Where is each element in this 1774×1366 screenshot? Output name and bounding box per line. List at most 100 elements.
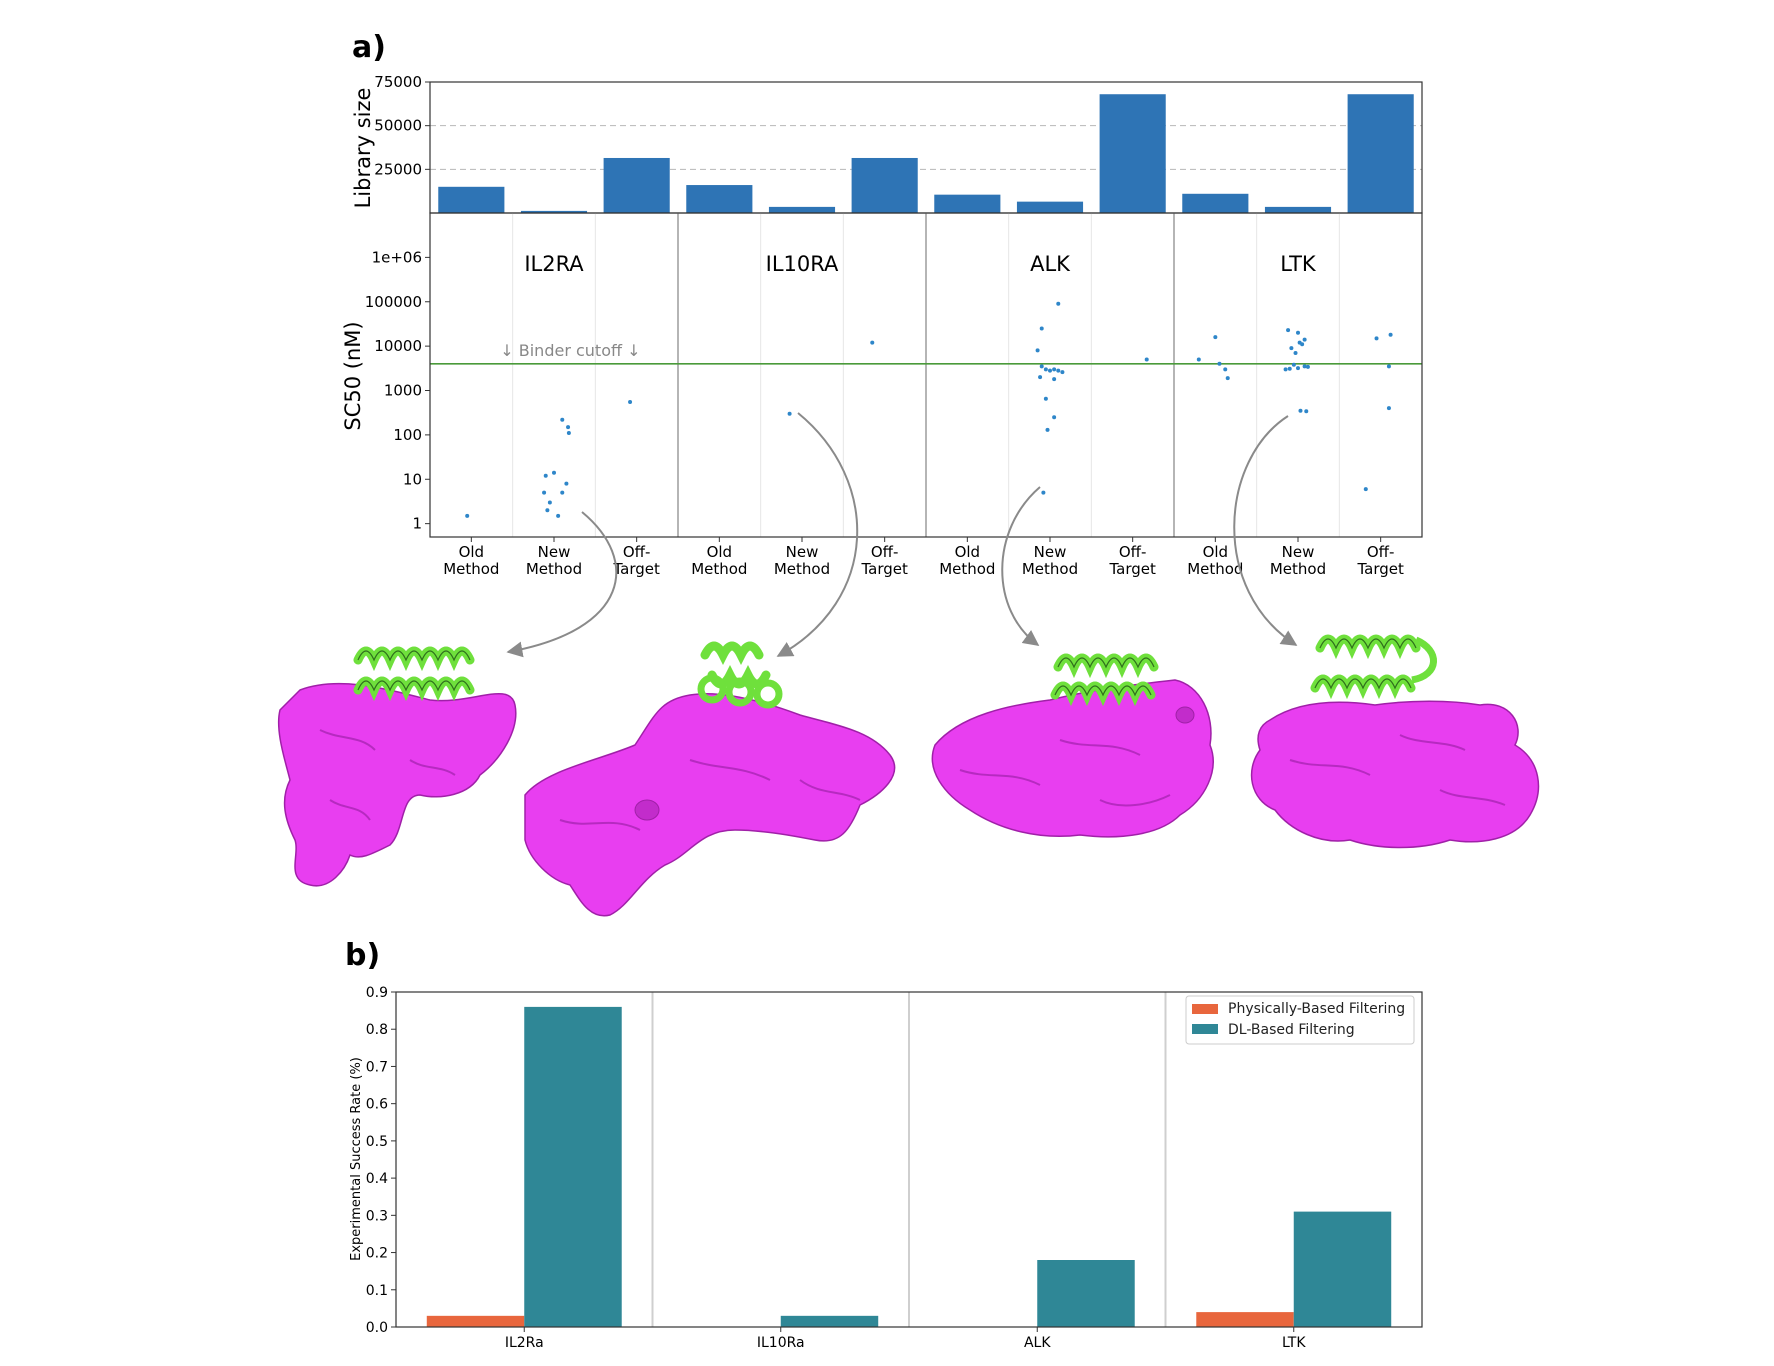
- target-label: IL10RA: [766, 252, 839, 276]
- sc50-ytick-label: 10000: [374, 337, 422, 355]
- category-tick-label: Old Method: [1187, 543, 1243, 578]
- sc50-point: [1048, 368, 1052, 373]
- legend-label-dl: DL-Based Filtering: [1228, 1022, 1355, 1038]
- library-bar: [768, 206, 836, 213]
- dl-filtering-bar: [1293, 1211, 1392, 1327]
- arrow-il10ra: [776, 412, 859, 657]
- callout-arrows: [506, 412, 1298, 658]
- arrow-alk: [1001, 486, 1041, 646]
- physical-filtering-bar: [1196, 1312, 1294, 1327]
- success-ytick-label: 0.5: [366, 1134, 388, 1150]
- library-ytick-label: 75000: [374, 73, 422, 91]
- sc50-point: [1286, 328, 1291, 333]
- sc50-point: [787, 411, 792, 416]
- success-ytick-label: 0.6: [366, 1097, 388, 1113]
- success-ytick-label: 0.4: [366, 1171, 388, 1187]
- sc50-ytick-label: 100: [393, 426, 422, 444]
- sc50-point: [1056, 301, 1061, 306]
- category-tick-label: Off-Target: [1356, 543, 1404, 578]
- sc50-point: [543, 473, 548, 478]
- sc50-scatter-chart: ↓ Binder cutoff ↓ IL2RA IL10RA ALK LTK 1 10 1…: [341, 212, 1423, 578]
- sc50-point: [566, 431, 571, 436]
- sc50-point: [1039, 364, 1044, 369]
- category-tick-label: Old Method: [443, 543, 499, 578]
- success-ytick-label: 0.0: [366, 1320, 388, 1336]
- category-tick-label: New Method: [774, 543, 830, 578]
- sc50-ytick-label: 1000: [384, 382, 422, 400]
- sc50-point: [1296, 366, 1300, 371]
- library-ytick-label: 25000: [374, 160, 422, 178]
- sc50-point: [1052, 367, 1057, 372]
- sc50-point: [1298, 408, 1303, 413]
- sc50-point: [545, 508, 550, 513]
- legend-swatch-physical: [1192, 1004, 1218, 1014]
- sc50-point: [1035, 348, 1040, 353]
- arrow-ltk: [1233, 415, 1298, 646]
- sc50-point: [1052, 377, 1057, 382]
- dl-filtering-bar: [1037, 1260, 1135, 1327]
- sc50-point: [1293, 351, 1298, 356]
- library-bar: [1182, 193, 1249, 213]
- sc50-point: [1041, 490, 1046, 495]
- sc50-point: [1213, 335, 1218, 340]
- success-category-label: IL2Ra: [505, 1335, 544, 1351]
- sc50-point: [1302, 364, 1307, 369]
- library-size-chart: 25000 50000 75000 Library size: [351, 73, 1423, 214]
- category-tick-label: Off-Target: [612, 543, 660, 578]
- structure-il10ra: [524, 641, 896, 917]
- success-ytick-label: 0.1: [366, 1283, 388, 1299]
- library-bar: [686, 185, 753, 213]
- target-label: IL2RA: [524, 252, 584, 276]
- legend: Physically-Based Filtering DL-Based Filt…: [1185, 995, 1415, 1045]
- library-bar: [438, 186, 505, 213]
- sc50-point: [628, 400, 633, 405]
- panel-label-a: a): [352, 30, 386, 65]
- sc50-point: [1043, 396, 1048, 401]
- sc50-point: [542, 490, 547, 495]
- legend-label-physical: Physically-Based Filtering: [1228, 1001, 1405, 1017]
- sc50-point: [1304, 409, 1309, 414]
- arrow-il2ra: [506, 511, 618, 658]
- legend-swatch-dl: [1192, 1024, 1218, 1034]
- target-label: LTK: [1280, 252, 1317, 276]
- target-label: ALK: [1030, 252, 1071, 276]
- sc50-point: [1374, 336, 1379, 341]
- category-tick-label: Old Method: [691, 543, 747, 578]
- category-tick-label: New Method: [1270, 543, 1326, 578]
- library-bar: [603, 157, 670, 213]
- binder-cutoff-label: ↓ Binder cutoff ↓: [500, 341, 640, 360]
- sc50-point: [1052, 415, 1057, 420]
- sc50-point: [1300, 342, 1305, 347]
- library-bar: [851, 157, 918, 213]
- library-ytick-label: 50000: [374, 117, 422, 135]
- success-category-label: IL10Ra: [757, 1335, 805, 1351]
- success-ytick-label: 0.7: [366, 1059, 388, 1075]
- category-tick-label: Old Method: [939, 543, 995, 578]
- sc50-point: [1386, 364, 1391, 369]
- sc50-point: [1056, 368, 1061, 373]
- success-category-label: ALK: [1024, 1335, 1051, 1351]
- sc50-point: [547, 500, 552, 505]
- structure-alk: [931, 653, 1214, 838]
- category-tick-label: Off-Target: [1108, 543, 1156, 578]
- sc50-point: [1287, 366, 1292, 371]
- sc50-point: [566, 425, 571, 430]
- sc50-point: [1363, 487, 1368, 492]
- sc50-point: [1289, 346, 1294, 351]
- sc50-point: [560, 417, 565, 422]
- sc50-point: [564, 481, 569, 486]
- category-tick-label: Off-Target: [860, 543, 908, 578]
- dl-filtering-bar: [780, 1315, 879, 1327]
- success-category-label: LTK: [1282, 1335, 1306, 1351]
- sc50-point: [1060, 370, 1065, 375]
- category-tick-label: New Method: [526, 543, 582, 578]
- success-rate-chart: 0.0 0.1 0.2 0.3 0.4 0.5 0.6 0.7 0.8 0.9 IL2Ra IL10…: [349, 985, 1423, 1351]
- sc50-axis-label: SC50 (nM): [341, 321, 365, 430]
- sc50-point: [1283, 367, 1288, 372]
- success-rate-axis-label: Experimental Success Rate (%): [349, 1057, 364, 1261]
- sc50-point: [552, 470, 556, 475]
- sc50-point: [1217, 361, 1222, 366]
- sc50-point: [1045, 427, 1050, 432]
- library-bar: [934, 194, 1001, 213]
